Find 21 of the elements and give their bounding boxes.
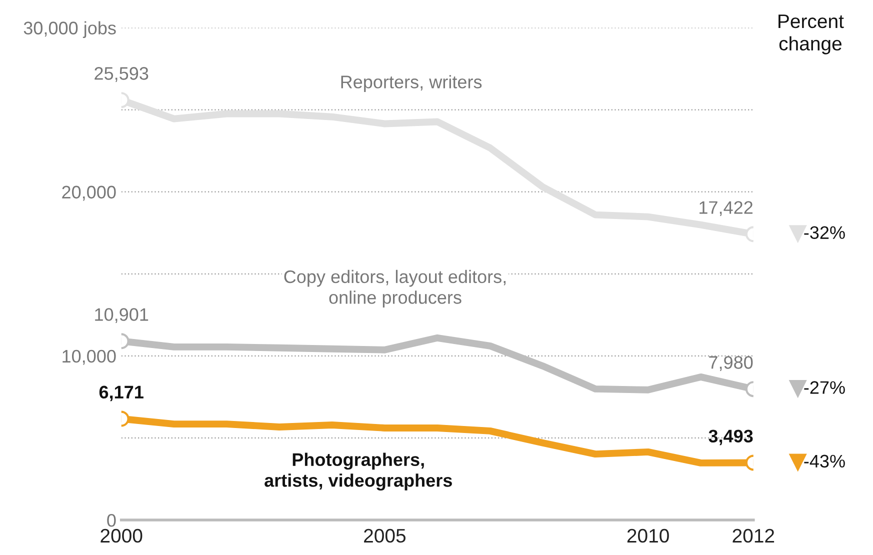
data-label: 6,171 xyxy=(99,386,144,402)
x-tick-label: 2012 xyxy=(732,528,774,543)
data-label: 17,422 xyxy=(700,201,752,216)
series-label: Reporters, writers xyxy=(341,75,482,92)
data-label: 25,593 xyxy=(94,67,148,82)
text: Percent change xyxy=(778,14,844,54)
data-label: 3,493 xyxy=(708,430,753,446)
text: -43% xyxy=(804,454,845,468)
y-tick-label: 20,000 xyxy=(62,186,116,201)
text: -27% xyxy=(804,381,845,394)
x-tick-label: 2005 xyxy=(364,528,406,543)
y-tick-label: 30,000 jobs xyxy=(24,21,116,38)
data-label: 10,901 xyxy=(95,308,148,324)
x-tick-label: 2010 xyxy=(627,528,669,543)
data-label: 7,980 xyxy=(709,356,753,371)
x-tick-label: 2000 xyxy=(100,528,142,543)
series-label: Photographers, artists, videographers xyxy=(264,452,452,490)
y-tick-label: 10,000 xyxy=(62,350,116,365)
text: -32% xyxy=(804,226,845,239)
text: Copy editors, layout editors, online producers xyxy=(284,270,506,308)
y-tick-label: 0 xyxy=(107,514,116,527)
